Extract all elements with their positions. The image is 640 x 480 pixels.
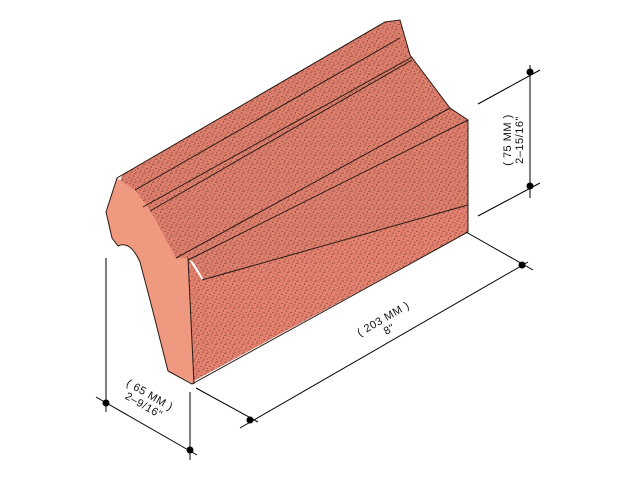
corner-edge [187, 257, 195, 385]
ridge-edge [134, 37, 401, 191]
brick-end-face [106, 178, 194, 384]
groove-edge [142, 56, 413, 208]
step-edge [149, 59, 413, 212]
bottom-top-edge [201, 204, 469, 281]
brick-outline [105, 19, 469, 385]
mid-edge [175, 107, 451, 259]
length-imperial-label: 8" [382, 322, 398, 338]
height-metric-label: ( 75 MM ) [502, 114, 514, 166]
lower-edge [187, 119, 469, 261]
brick [105, 19, 469, 385]
length-metric-label: ( 203 MM ) [355, 300, 411, 339]
height-dimension: ( 75 MM ) 2–15/16" [477, 65, 541, 217]
height-imperial-label: 2–15/16" [514, 116, 526, 164]
